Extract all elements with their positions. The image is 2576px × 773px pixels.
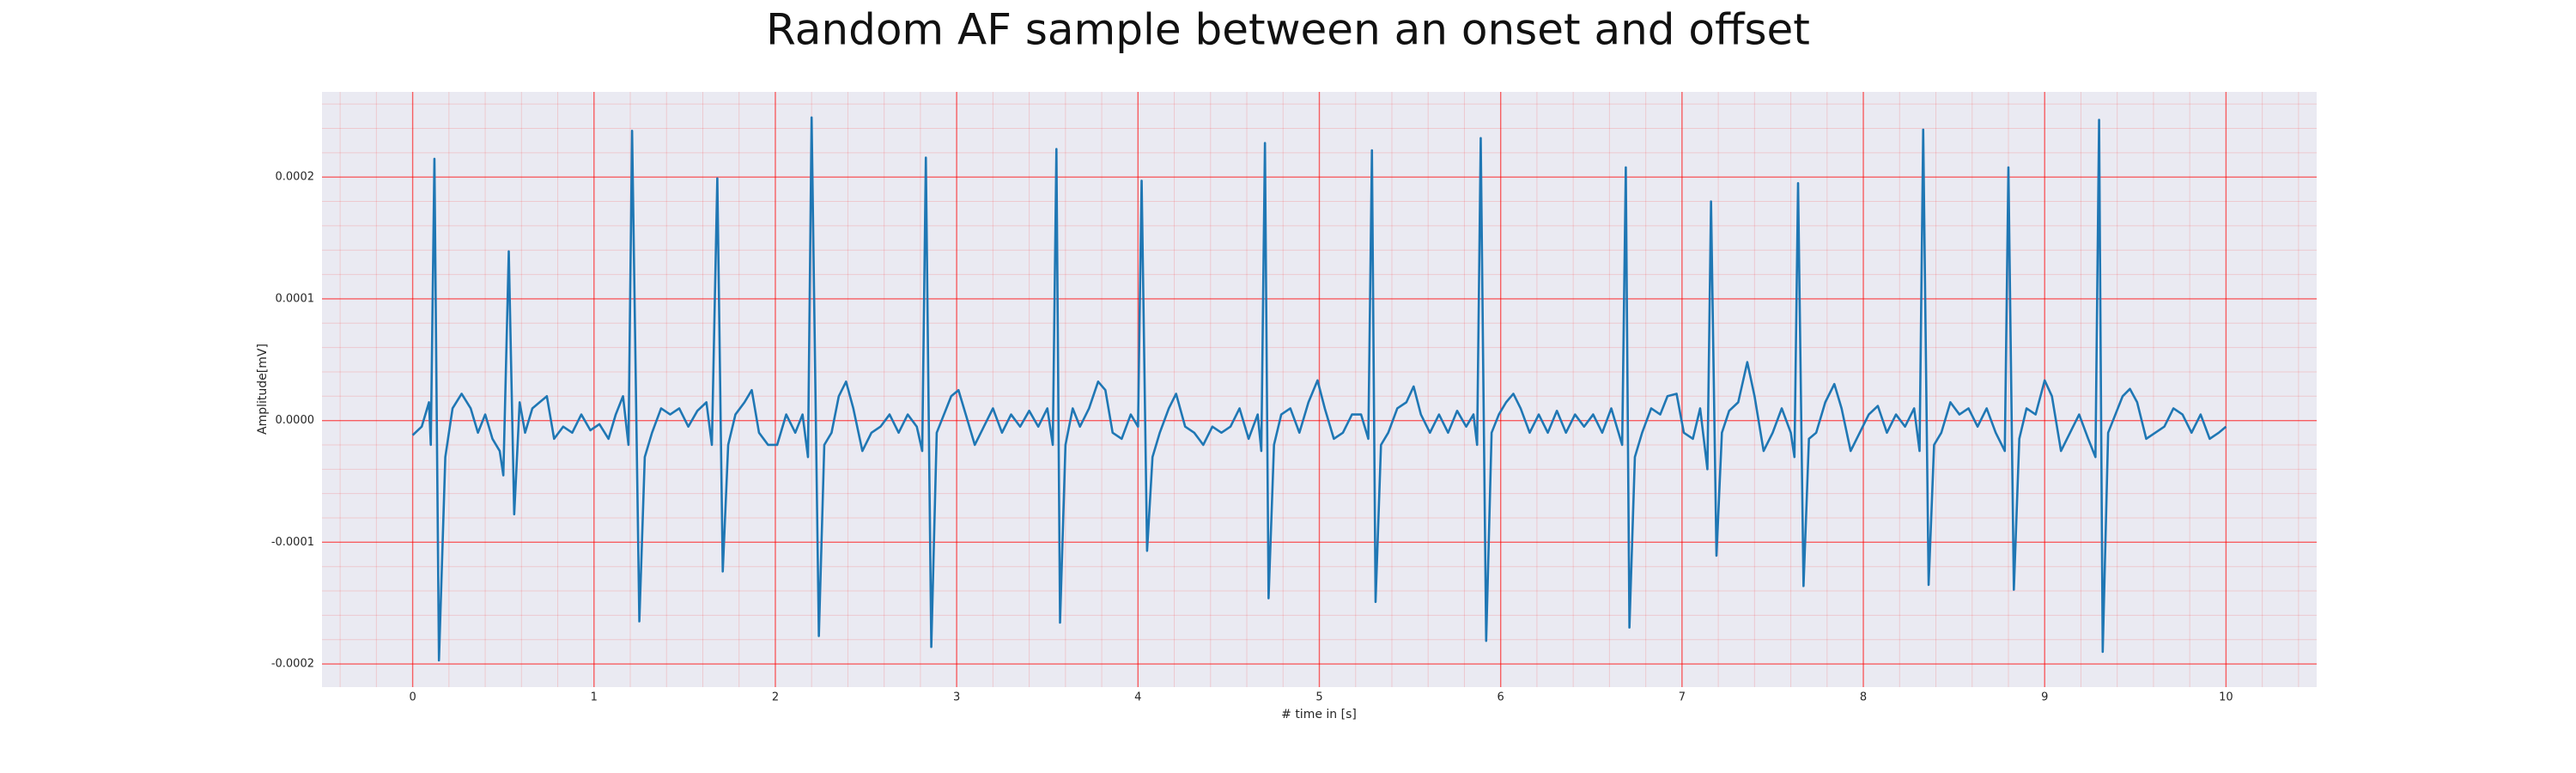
signal-line — [411, 116, 2227, 662]
x-axis-label: # time in [s] — [1281, 708, 1357, 721]
y-tick-label: -0.0002 — [271, 658, 314, 671]
grid — [322, 92, 2317, 687]
x-tick-label: 7 — [1679, 691, 1686, 704]
y-tick-label: 0.0001 — [276, 292, 315, 305]
x-tick-label: 3 — [953, 691, 960, 704]
x-tick-label: 10 — [2219, 691, 2233, 704]
labels: 0 1 2 3 4 5 6 7 8 9 10 -0.0002 -0.0001 0.0000 0.0001 0.… — [271, 171, 2233, 704]
x-tick-label: 9 — [2041, 691, 2048, 704]
x-tick-label: 0 — [409, 691, 416, 704]
x-tick-label: 8 — [1860, 691, 1867, 704]
x-tick-label: 4 — [1134, 691, 1141, 704]
y-tick-label: -0.0001 — [271, 536, 314, 549]
x-tick-label: 5 — [1315, 691, 1322, 704]
y-tick-label: 0.0000 — [276, 414, 315, 427]
y-axis-label: Amplitude[mV] — [256, 344, 270, 435]
x-tick-label: 6 — [1498, 691, 1504, 704]
x-tick-label: 1 — [591, 691, 598, 704]
y-tick-label: 0.0002 — [276, 171, 315, 184]
chart-title: Random AF sample between an onset and of… — [766, 5, 1810, 55]
x-tick-label: 2 — [772, 691, 779, 704]
marks — [411, 116, 2227, 662]
